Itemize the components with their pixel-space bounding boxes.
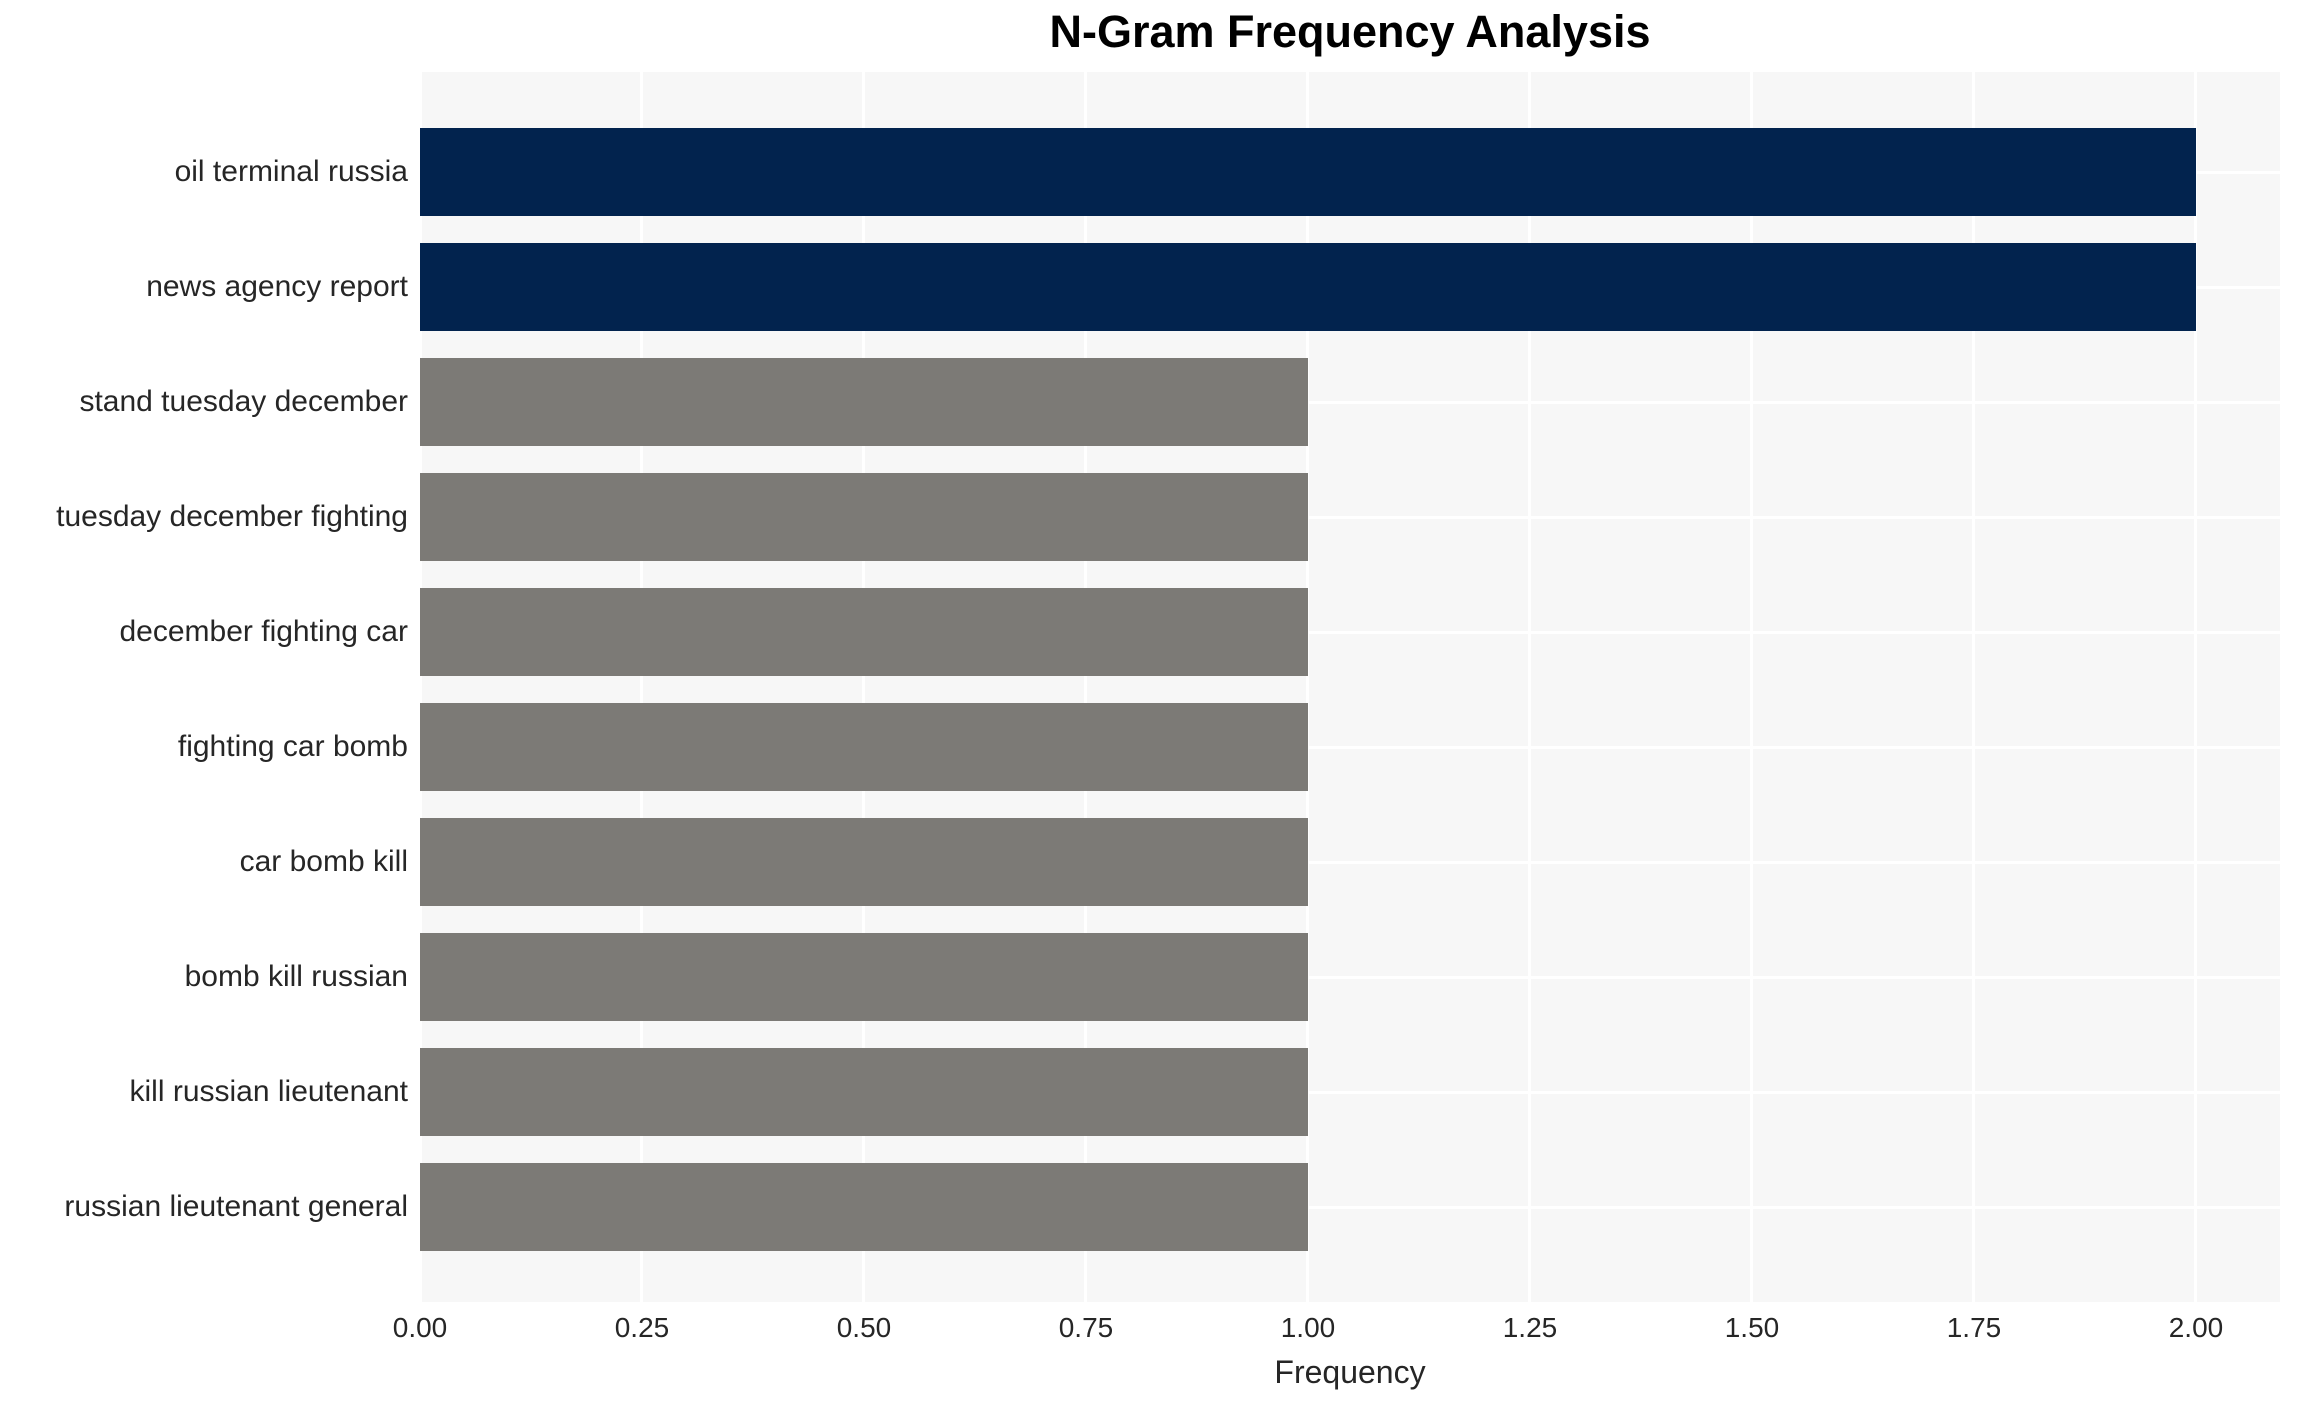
bar-news-agency-report bbox=[420, 243, 2196, 331]
chart-title: N-Gram Frequency Analysis bbox=[1049, 6, 1651, 57]
x-tick-label: 1.50 bbox=[1724, 1312, 1780, 1343]
bar-fighting-car-bomb bbox=[420, 703, 1308, 791]
horizontal-gridline bbox=[420, 860, 2280, 864]
category-label: stand tuesday december bbox=[79, 385, 408, 418]
bar-december-fighting-car bbox=[420, 588, 1308, 676]
x-tick-label: 1.75 bbox=[1946, 1312, 2002, 1343]
bar-kill-russian-lieutenant bbox=[420, 1048, 1308, 1136]
x-tick-label: 0.50 bbox=[836, 1312, 892, 1343]
x-tick-label: 0.25 bbox=[614, 1312, 670, 1343]
plot-area bbox=[418, 72, 2280, 1302]
horizontal-gridline bbox=[420, 975, 2280, 979]
vertical-gridline bbox=[1306, 72, 1310, 1302]
category-label: oil terminal russia bbox=[174, 155, 408, 188]
horizontal-gridline bbox=[420, 1090, 2280, 1094]
bar-tuesday-december-fighting bbox=[420, 473, 1308, 561]
x-tick-label: 0.75 bbox=[1058, 1312, 1114, 1343]
category-label: russian lieutenant general bbox=[64, 1190, 408, 1223]
horizontal-gridline bbox=[420, 515, 2280, 519]
horizontal-gridline bbox=[420, 400, 2280, 404]
category-label: tuesday december fighting bbox=[56, 500, 408, 533]
vertical-gridline bbox=[1084, 72, 1088, 1302]
category-label: news agency report bbox=[146, 270, 408, 303]
horizontal-gridline bbox=[420, 630, 2280, 634]
horizontal-gridline bbox=[420, 1205, 2280, 1209]
vertical-gridline bbox=[1972, 72, 1976, 1302]
vertical-gridline bbox=[2194, 72, 2198, 1302]
category-label: kill russian lieutenant bbox=[129, 1075, 408, 1108]
x-tick-label: 1.25 bbox=[1502, 1312, 1558, 1343]
category-label: car bomb kill bbox=[239, 845, 408, 878]
x-tick-label: 0.00 bbox=[392, 1312, 448, 1343]
vertical-gridline bbox=[1528, 72, 1532, 1302]
bar-stand-tuesday-december bbox=[420, 358, 1308, 446]
bar-car-bomb-kill bbox=[420, 818, 1308, 906]
vertical-gridline bbox=[1750, 72, 1754, 1302]
bar-russian-lieutenant-general bbox=[420, 1163, 1308, 1251]
x-axis-title: Frequency bbox=[1274, 1354, 1426, 1390]
vertical-gridline bbox=[418, 72, 422, 1302]
category-label: december fighting car bbox=[119, 615, 409, 648]
bar-oil-terminal-russia bbox=[420, 128, 2196, 216]
category-label: bomb kill russian bbox=[184, 960, 408, 993]
category-label: fighting car bomb bbox=[177, 730, 408, 763]
bar-bomb-kill-russian bbox=[420, 933, 1308, 1021]
x-tick-label: 1.00 bbox=[1280, 1312, 1336, 1343]
vertical-gridline bbox=[640, 72, 644, 1302]
vertical-gridline bbox=[862, 72, 866, 1302]
horizontal-gridline bbox=[420, 745, 2280, 749]
x-tick-label: 2.00 bbox=[2168, 1312, 2224, 1343]
